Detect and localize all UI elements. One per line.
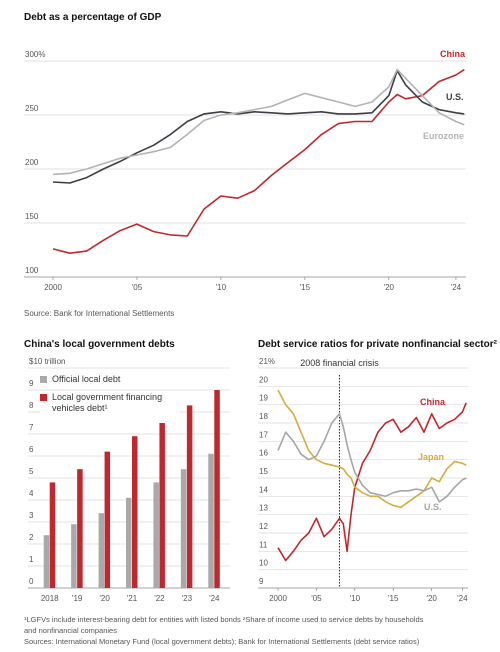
x-tick-label: '10 [216,283,227,292]
series-line [52,68,465,254]
x-tick-label: 2018 [41,594,59,603]
y-tick-label: 16 [259,449,268,458]
y-tick-label: 5 [29,467,34,476]
x-tick-label: '20 [426,594,437,603]
legend-swatch [40,394,47,401]
y-tick-label: 200 [25,158,39,167]
chart-title: China's local government debts [24,339,175,350]
y-tick-label: 8 [29,401,34,410]
footnote: ¹LGFVs include interest-bearing debt for… [24,615,424,624]
x-tick-label: '05 [311,594,322,603]
series-label: Eurozone [423,131,464,141]
series-label: Japan [418,452,444,462]
y-tick-label: 6 [29,445,34,454]
x-tick-label: '19 [72,594,83,603]
y-tick-label: 2 [29,533,34,542]
bar [180,469,187,588]
y-tick-label: 18 [259,412,268,421]
x-tick-label: '20 [384,283,395,292]
x-tick-label: '24 [457,594,468,603]
bar [49,482,56,588]
bar [71,524,77,588]
y-tick-label: 7 [29,423,34,432]
y-tick-label: 0 [29,577,34,586]
bar [153,482,159,588]
bar [98,513,105,588]
x-tick-label: '15 [388,594,399,603]
y-tick-label: 9 [29,379,34,388]
y-tick-label: 19 [259,394,268,403]
x-tick-label: '15 [300,283,311,292]
bar [132,436,138,588]
legend-swatch [40,376,47,383]
bar [186,405,193,588]
bar [208,453,214,588]
bar [104,451,111,588]
y-tick-label: 13 [259,504,268,513]
footnote: and nonfinancial companies [24,626,117,635]
series-label: China [440,49,466,59]
x-tick-label: 2000 [269,594,287,603]
y-tick-label: 3 [29,511,34,520]
y-tick-label: 4 [29,489,34,498]
source: Source: Bank for International Settlemen… [24,309,174,318]
y-tick-label: $10 trillion [29,357,65,366]
chart-title: Debt as a percentage of GDP [24,12,162,23]
footnote: Sources: International Monetary Fund (lo… [24,637,420,646]
chart-title: Debt service ratios for private nonfinan… [258,339,498,350]
series-line [52,68,465,176]
y-tick-label: 14 [259,485,268,494]
series-line [52,69,465,184]
y-tick-label: 1 [29,555,34,564]
y-tick-label: 21% [259,357,275,366]
y-tick-label: 17 [259,430,268,439]
x-tick-label: '23 [182,594,193,603]
bar [159,423,165,588]
x-tick-label: '21 [127,594,138,603]
series-label: U.S. [424,502,442,512]
legend-item: Official local debt [40,374,180,385]
annotation: 2008 financial crisis [300,358,379,368]
x-tick-label: 2000 [44,283,62,292]
y-tick-label: 10 [259,559,268,568]
series-label: U.S. [446,92,464,102]
bar [77,469,83,588]
x-tick-label: '22 [154,594,165,603]
y-tick-label: 150 [25,212,39,221]
series-line [277,413,467,503]
y-tick-label: 15 [259,467,268,476]
x-tick-label: '05 [132,283,143,292]
bar [126,497,132,588]
x-tick-label: '10 [350,594,361,603]
y-tick-label: 300% [25,50,45,59]
legend-item: Local government financing vehicles debt… [40,392,180,414]
bar [43,535,50,588]
y-tick-label: 9 [259,577,264,586]
legend-label: Local government financing vehicles debt… [40,392,180,414]
x-tick-label: '20 [99,594,110,603]
y-tick-label: 250 [25,104,39,113]
x-tick-label: '24 [209,594,220,603]
series-label: China [420,397,446,407]
y-tick-label: 12 [259,522,268,531]
y-tick-label: 11 [259,540,268,549]
bar [214,390,220,588]
y-tick-label: 100 [25,266,39,275]
legend-label: Official local debt [40,374,180,385]
x-tick-label: '24 [451,283,462,292]
series-line [277,389,467,509]
series-line [277,402,467,562]
y-tick-label: 20 [259,375,268,384]
